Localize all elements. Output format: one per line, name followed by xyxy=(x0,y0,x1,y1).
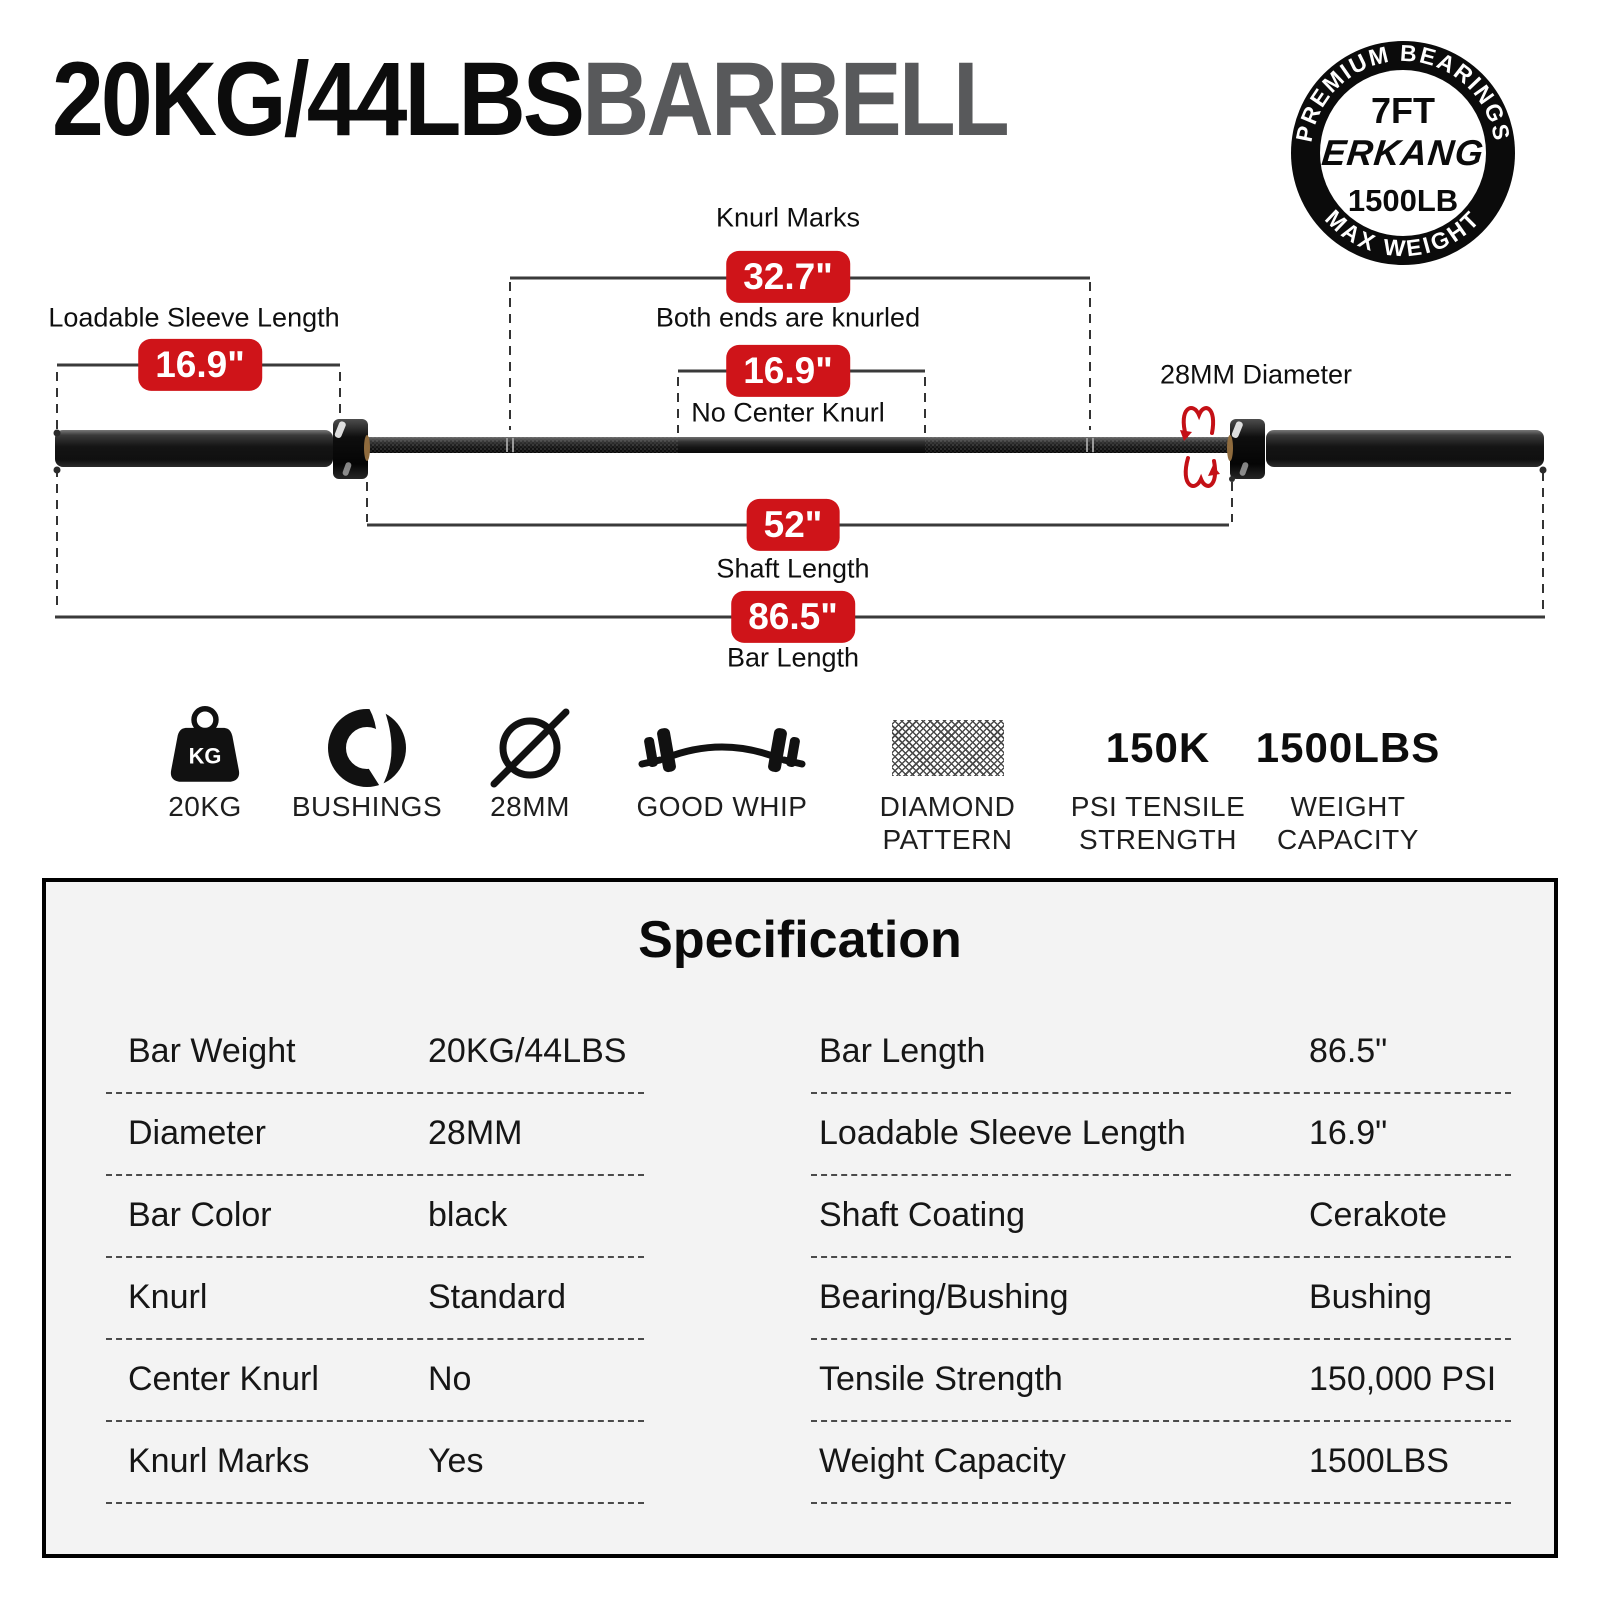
shaft-length-pill: 52" xyxy=(746,498,840,552)
knurl-marks-pill: 32.7" xyxy=(726,250,850,304)
bar-length-pill: 86.5" xyxy=(731,590,855,644)
feature-whip: GOOD WHIP xyxy=(622,706,822,823)
spec-row-center-knurl: Center Knurl No xyxy=(106,1340,644,1422)
badge-brand-logo: ERKANG xyxy=(1320,132,1486,173)
right-sleeve xyxy=(1266,430,1544,467)
feature-diamond-label-2: PATTERN xyxy=(882,824,1013,855)
rotation-arrows-icon xyxy=(1180,406,1220,488)
badge-length: 7FT xyxy=(1371,90,1435,131)
feature-diameter: 28MM xyxy=(470,706,590,823)
diameter-icon xyxy=(490,708,570,788)
feature-diamond-label-1: DIAMOND xyxy=(879,791,1016,822)
right-bushing-ring xyxy=(1227,435,1233,461)
tensile-value: 150K xyxy=(1105,724,1211,771)
feature-capacity-label-2: CAPACITY xyxy=(1277,824,1419,855)
feature-bushings-label: BUSHINGS xyxy=(291,791,443,822)
diamond-pattern-icon xyxy=(891,720,1004,776)
bar-length-label: Bar Length xyxy=(726,642,860,673)
feature-tensile: 150K PSI TENSILE STRENGTH xyxy=(1063,706,1253,856)
feature-capacity-label-1: WEIGHT xyxy=(1290,791,1406,822)
spec-right-column: Bar Length 86.5" Loadable Sleeve Length … xyxy=(811,1012,1511,1504)
feature-capacity: 1500LBS WEIGHT CAPACITY xyxy=(1253,706,1443,856)
spec-row-bar-length: Bar Length 86.5" xyxy=(811,1012,1511,1094)
left-bushing-ring xyxy=(364,435,370,461)
spec-row-knurl-marks: Knurl Marks Yes xyxy=(106,1422,644,1504)
knurl-marks-label: Knurl Marks xyxy=(715,202,861,233)
spec-row-tensile-strength: Tensile Strength 150,000 PSI xyxy=(811,1340,1511,1422)
left-knurl-texture xyxy=(369,437,678,453)
spec-row-bar-color: Bar Color black xyxy=(106,1176,644,1258)
brand-badge: PREMIUM BEARINGS MAX WEIGHT 7FT ERKANG 1… xyxy=(1291,40,1515,265)
badge-max-load: 1500LB xyxy=(1348,183,1458,218)
feature-weight-label: 20KG xyxy=(168,791,242,822)
kg-weight-icon: KG xyxy=(170,706,240,782)
spec-row-weight-capacity: Weight Capacity 1500LBS xyxy=(811,1422,1511,1504)
barbell-graphic xyxy=(55,419,1544,479)
capacity-value: 1500LBS xyxy=(1255,724,1441,771)
loadable-sleeve-pill: 16.9" xyxy=(138,338,262,392)
spec-row-shaft-coating: Shaft Coating Cerakote xyxy=(811,1176,1511,1258)
svg-text:KG: KG xyxy=(189,744,222,769)
barbell-whip-icon xyxy=(638,728,806,773)
title-product: BARBELL xyxy=(582,39,1010,158)
feature-tensile-label-1: PSI TENSILE xyxy=(1070,791,1246,822)
loadable-sleeve-label: Loadable Sleeve Length xyxy=(48,302,340,333)
title-weight: 20KG/44LBS xyxy=(52,39,585,158)
feature-diamond: DIAMOND PATTERN xyxy=(875,706,1020,856)
spec-row-diameter: Diameter 28MM xyxy=(106,1094,644,1176)
spec-row-loadable-sleeve: Loadable Sleeve Length 16.9" xyxy=(811,1094,1511,1176)
feature-whip-label: GOOD WHIP xyxy=(636,791,808,822)
specification-title: Specification xyxy=(638,911,962,969)
feature-diameter-label: 28MM xyxy=(490,791,570,822)
right-knurl-texture xyxy=(925,437,1229,453)
spec-row-bearing-bushing: Bearing/Bushing Bushing xyxy=(811,1258,1511,1340)
diameter-label: 28MM Diameter xyxy=(1159,359,1353,390)
specification-table: Specification Bar Weight 20KG/44LBS Diam… xyxy=(42,878,1558,1558)
spec-left-column: Bar Weight 20KG/44LBS Diameter 28MM Bar … xyxy=(106,1012,644,1504)
knurled-ends-label: Both ends are knurled xyxy=(655,302,921,333)
no-center-knurl-label: No Center Knurl xyxy=(691,397,885,428)
page-title: 20KG/44LBSBARBELL xyxy=(52,39,1010,158)
knurled-ends-pill: 16.9" xyxy=(726,344,850,398)
knurl-mark-rings xyxy=(506,438,1094,452)
spec-row-knurl: Knurl Standard xyxy=(106,1258,644,1340)
feature-bushings: BUSHINGS xyxy=(287,706,447,823)
dashed-guides xyxy=(56,282,1544,612)
feature-tensile-label-2: STRENGTH xyxy=(1079,824,1237,855)
endpoint-dots xyxy=(53,429,1547,482)
shaft-length-label: Shaft Length xyxy=(716,553,870,584)
bushing-icon xyxy=(328,706,406,788)
spec-row-bar-weight: Bar Weight 20KG/44LBS xyxy=(106,1012,644,1094)
left-sleeve xyxy=(55,430,333,467)
feature-weight: KG 20KG xyxy=(145,706,265,823)
